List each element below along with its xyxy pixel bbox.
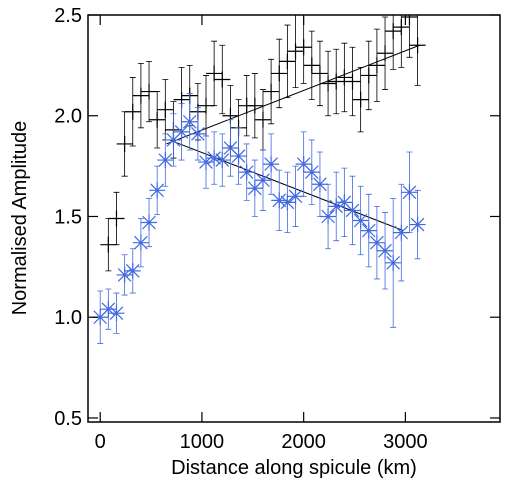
marker <box>409 37 426 54</box>
marker <box>271 65 288 82</box>
marker <box>377 45 394 62</box>
marker <box>206 150 223 167</box>
marker <box>157 101 174 118</box>
marker <box>401 184 418 201</box>
marker <box>92 309 109 326</box>
marker <box>401 15 418 26</box>
marker <box>409 216 426 233</box>
plot-frame <box>87 14 501 423</box>
marker <box>279 53 296 70</box>
marker <box>303 57 320 74</box>
marker <box>328 198 345 215</box>
marker <box>271 192 288 209</box>
marker <box>360 222 377 239</box>
marker <box>108 210 125 227</box>
marker <box>222 139 239 156</box>
marker <box>141 214 158 231</box>
marker <box>336 69 353 86</box>
x-tick-label: 3000 <box>383 431 428 453</box>
marker <box>303 164 320 181</box>
marker <box>246 97 263 114</box>
marker <box>287 43 304 60</box>
marker <box>173 123 190 140</box>
plot-area <box>92 15 426 344</box>
marker <box>206 65 223 82</box>
marker <box>320 208 337 225</box>
marker <box>368 234 385 251</box>
marker <box>198 154 215 171</box>
marker <box>149 182 166 199</box>
marker <box>214 71 231 88</box>
y-tick-label: 1.0 <box>54 307 82 329</box>
marker <box>360 67 377 84</box>
x-tick-label: 0 <box>95 431 106 453</box>
x-tick-label: 1000 <box>180 431 225 453</box>
marker <box>116 135 133 152</box>
marker <box>230 148 247 165</box>
marker <box>214 152 231 169</box>
marker <box>124 262 141 279</box>
marker <box>352 212 369 229</box>
marker <box>311 176 328 193</box>
marker <box>344 73 361 90</box>
y-tick-label: 0.5 <box>54 408 82 430</box>
marker <box>336 194 353 211</box>
marker <box>328 73 345 90</box>
fit-line <box>166 44 420 145</box>
marker <box>238 164 255 181</box>
marker <box>254 172 271 189</box>
marker <box>132 87 149 104</box>
marker <box>181 113 198 130</box>
marker <box>311 65 328 82</box>
marker <box>352 91 369 108</box>
y-tick-label: 2.0 <box>54 106 82 128</box>
marker <box>254 111 271 128</box>
marker <box>189 125 206 142</box>
marker <box>344 202 361 219</box>
marker <box>377 242 394 259</box>
marker <box>149 111 166 128</box>
marker <box>295 39 312 56</box>
fit-line <box>169 139 404 232</box>
marker <box>132 234 149 251</box>
x-tick-label: 2000 <box>281 431 326 453</box>
marker <box>287 188 304 205</box>
marker <box>157 152 174 169</box>
marker <box>100 301 117 318</box>
marker <box>279 194 296 211</box>
marker <box>385 254 402 271</box>
marker <box>295 156 312 173</box>
marker <box>116 266 133 283</box>
marker <box>368 57 385 74</box>
marker <box>393 19 410 36</box>
marker <box>385 23 402 40</box>
y-tick-label: 2.5 <box>54 5 82 27</box>
marker <box>108 305 125 322</box>
x-axis-label: Distance along spicule (km) <box>171 457 417 479</box>
marker <box>263 156 280 173</box>
marker <box>124 103 141 120</box>
y-axis-label: Normalised Amplitude <box>9 121 31 316</box>
y-tick-label: 1.5 <box>54 206 82 228</box>
marker <box>320 75 337 92</box>
marker <box>263 83 280 100</box>
marker <box>393 224 410 241</box>
marker <box>246 180 263 197</box>
marker <box>165 131 182 148</box>
